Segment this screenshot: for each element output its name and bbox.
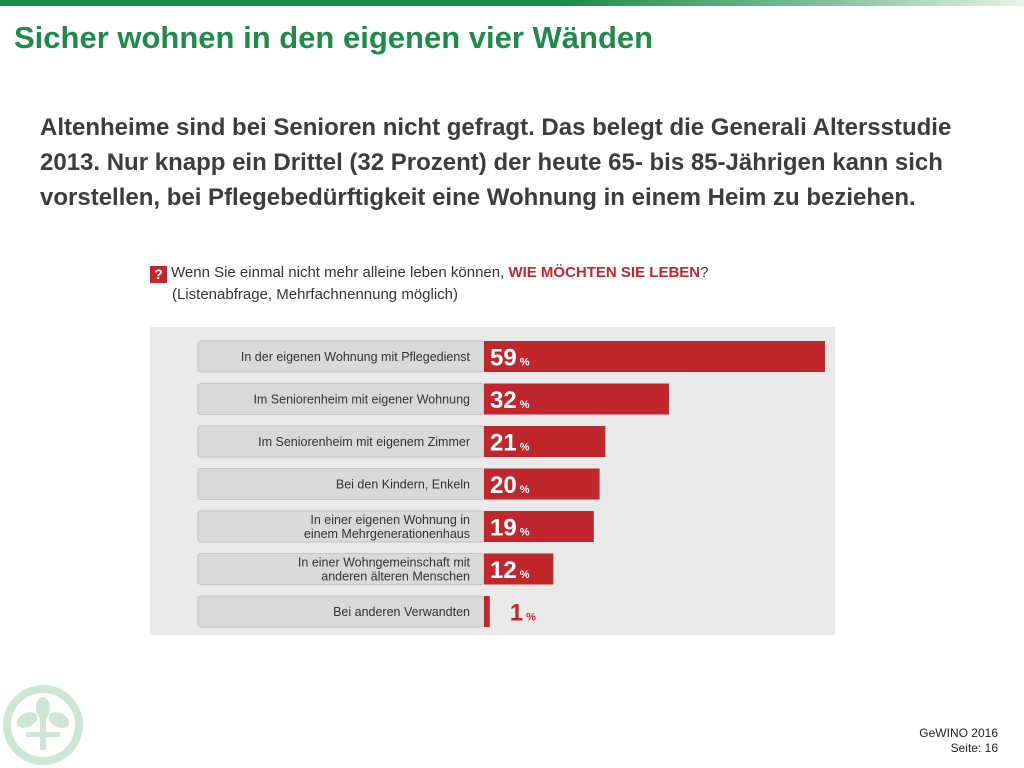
- chart-row: Im Seniorenheim mit eigenem Zimmer 21%: [197, 425, 606, 458]
- category-label: In der eigenen Wohnung mit Pflegedienst: [241, 350, 471, 364]
- value-label: 59%: [490, 345, 530, 372]
- category-label: Im Seniorenheim mit eigener Wohnung: [253, 393, 470, 407]
- survey-question: ? Wenn Sie einmal nicht mehr alleine lebe…: [150, 262, 790, 306]
- chart-panel: In der eigenen Wohnung mit Pflegedienst 5…: [150, 327, 835, 635]
- value-bar: [484, 511, 594, 542]
- value-label: 32%: [490, 387, 530, 414]
- value-bar: [484, 341, 825, 372]
- value-label: 12%: [490, 557, 530, 584]
- logo-leaf-icon: [3, 685, 83, 765]
- value-bar: [484, 468, 600, 500]
- slide-title: Sicher wohnen in den eigenen vier Wänden: [14, 20, 654, 55]
- value-label: 21%: [490, 430, 530, 457]
- value-label: 19%: [490, 515, 530, 542]
- value-bar: [484, 383, 669, 415]
- category-label: In einer Wohngemeinschaft mit anderen ält…: [298, 556, 471, 584]
- question-emphasis: WIE MÖCHTEN SIE LEBEN: [508, 264, 701, 281]
- question-mark-icon: ?: [150, 266, 167, 283]
- category-label: Im Seniorenheim mit eigenem Zimmer: [258, 435, 470, 449]
- category-label: Bei anderen Verwandten: [333, 605, 470, 619]
- footer-source: GeWINO 2016: [919, 726, 998, 740]
- value-label: 20%: [490, 472, 530, 499]
- question-text: Wenn Sie einmal nicht mehr alleine leben…: [171, 264, 509, 281]
- category-label: In einer eigenen Wohnung in einem Mehrgen…: [304, 513, 470, 541]
- chart-row: Bei anderen Verwandten 1%: [197, 595, 536, 628]
- question-end: ?: [700, 264, 709, 281]
- chart-row: In der eigenen Wohnung mit Pflegedienst 5…: [197, 340, 825, 373]
- chart-row: Im Seniorenheim mit eigener Wohnung 32%: [197, 383, 669, 415]
- bar-chart: In der eigenen Wohnung mit Pflegedienst 5…: [197, 340, 825, 628]
- footer-page-number: Seite: 16: [950, 741, 998, 755]
- top-accent-bar: [0, 0, 1024, 6]
- chart-row: In einer Wohngemeinschaft mit anderen ält…: [197, 553, 554, 585]
- footer: GeWINO 2016 Seite: 16: [919, 726, 998, 756]
- category-label: Bei den Kindern, Enkeln: [336, 478, 470, 492]
- body-text: Altenheime sind bei Senioren nicht gefra…: [40, 114, 952, 211]
- value-bar: [484, 426, 606, 457]
- question-subtitle: (Listenabfrage, Mehrfachnennung möglich): [172, 286, 459, 303]
- value-label: 1%: [510, 600, 536, 627]
- chart-row: Bei den Kindern, Enkeln 20%: [197, 468, 600, 500]
- value-bar: [484, 553, 554, 585]
- value-bar: [484, 596, 490, 627]
- chart-row: In einer eigenen Wohnung in einem Mehrgen…: [197, 510, 594, 543]
